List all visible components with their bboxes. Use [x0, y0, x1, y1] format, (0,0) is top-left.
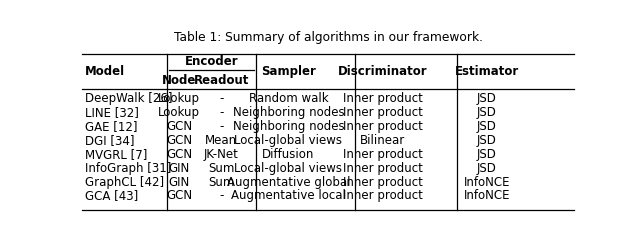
- Text: JK-Net: JK-Net: [204, 148, 239, 161]
- Text: GraphCL [42]: GraphCL [42]: [85, 176, 164, 188]
- Text: Sampler: Sampler: [261, 65, 316, 78]
- Text: Diffusion: Diffusion: [262, 148, 314, 161]
- Text: GIN: GIN: [168, 162, 190, 175]
- Text: GAE [12]: GAE [12]: [85, 120, 138, 133]
- Text: JSD: JSD: [477, 92, 497, 105]
- Text: JSD: JSD: [477, 106, 497, 119]
- Text: DeepWalk [26]: DeepWalk [26]: [85, 92, 172, 105]
- Text: JSD: JSD: [477, 134, 497, 147]
- Text: Estimator: Estimator: [454, 65, 519, 78]
- Text: GCA [43]: GCA [43]: [85, 189, 138, 203]
- Text: GCN: GCN: [166, 134, 192, 147]
- Text: Augmentative global: Augmentative global: [227, 176, 350, 188]
- Text: InfoNCE: InfoNCE: [463, 189, 510, 203]
- Text: Mean: Mean: [205, 134, 237, 147]
- Text: -: -: [219, 120, 223, 133]
- Text: Inner product: Inner product: [342, 176, 422, 188]
- Text: Local-global views: Local-global views: [234, 134, 342, 147]
- Text: Inner product: Inner product: [342, 148, 422, 161]
- Text: Sum: Sum: [208, 176, 234, 188]
- Text: Discriminator: Discriminator: [338, 65, 428, 78]
- Text: MVGRL [7]: MVGRL [7]: [85, 148, 147, 161]
- Text: -: -: [219, 106, 223, 119]
- Text: InfoNCE: InfoNCE: [463, 176, 510, 188]
- Text: Lookup: Lookup: [158, 106, 200, 119]
- Text: Neighboring nodes: Neighboring nodes: [232, 120, 344, 133]
- Text: Random walk: Random walk: [248, 92, 328, 105]
- Text: GCN: GCN: [166, 148, 192, 161]
- Text: Inner product: Inner product: [342, 189, 422, 203]
- Text: DGI [34]: DGI [34]: [85, 134, 134, 147]
- Text: Encoder: Encoder: [184, 55, 238, 68]
- Text: Bilinear: Bilinear: [360, 134, 405, 147]
- Text: JSD: JSD: [477, 162, 497, 175]
- Text: Sum: Sum: [208, 162, 234, 175]
- Text: -: -: [219, 189, 223, 203]
- Text: Inner product: Inner product: [342, 162, 422, 175]
- Text: InfoGraph [31]: InfoGraph [31]: [85, 162, 172, 175]
- Text: JSD: JSD: [477, 120, 497, 133]
- Text: Table 1: Summary of algorithms in our framework.: Table 1: Summary of algorithms in our fr…: [173, 31, 483, 44]
- Text: LINE [32]: LINE [32]: [85, 106, 139, 119]
- Text: Inner product: Inner product: [342, 106, 422, 119]
- Text: Model: Model: [85, 65, 125, 78]
- Text: Node: Node: [162, 73, 196, 87]
- Text: Augmentative local: Augmentative local: [231, 189, 346, 203]
- Text: GCN: GCN: [166, 120, 192, 133]
- Text: Local-global views: Local-global views: [234, 162, 342, 175]
- Text: Readout: Readout: [194, 73, 249, 87]
- Text: GCN: GCN: [166, 189, 192, 203]
- Text: Lookup: Lookup: [158, 92, 200, 105]
- Text: Neighboring nodes: Neighboring nodes: [232, 106, 344, 119]
- Text: Inner product: Inner product: [342, 120, 422, 133]
- Text: -: -: [219, 92, 223, 105]
- Text: GIN: GIN: [168, 176, 190, 188]
- Text: Inner product: Inner product: [342, 92, 422, 105]
- Text: JSD: JSD: [477, 148, 497, 161]
